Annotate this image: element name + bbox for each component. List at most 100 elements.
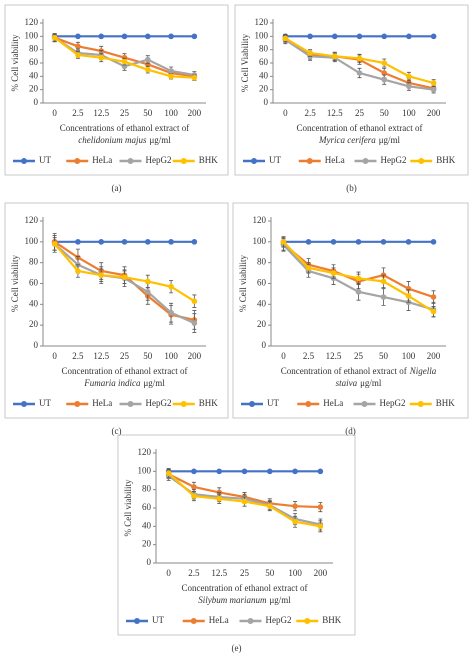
data-point (380, 278, 387, 285)
x-tick-label: 50 (379, 351, 389, 361)
x-axis-label: Concentration of ethanol extract of (297, 123, 423, 133)
data-point (98, 33, 105, 40)
x-axis-label-part: Silybum marianum (198, 595, 267, 605)
legend-marker (418, 158, 425, 164)
x-axis-label-part: Fumaria indica (83, 378, 141, 388)
x-axis-label-part: μg/ml (269, 595, 291, 605)
legend-marker (127, 158, 134, 164)
data-point (51, 241, 58, 247)
panel-frame (232, 202, 469, 419)
legend-label: UT (267, 398, 279, 408)
x-tick-label: 2.5 (72, 351, 84, 361)
x-tick-label: 200 (427, 108, 441, 118)
x-tick-label: 12.5 (93, 351, 109, 361)
y-tick-label: 120 (25, 215, 39, 225)
data-point (75, 268, 81, 274)
x-axis-label: Concentrations of ethanol extract of (60, 123, 189, 133)
data-point (266, 503, 273, 509)
data-point (144, 239, 151, 245)
legend-marker (362, 158, 369, 164)
data-point (405, 293, 412, 299)
legend-label: BHK (436, 155, 456, 165)
data-point (98, 239, 105, 245)
data-point (266, 468, 273, 475)
y-tick-label: 120 (25, 17, 39, 27)
y-tick-label: 80 (29, 257, 39, 267)
x-axis-label-part: Nigella (409, 366, 437, 376)
data-point (75, 33, 81, 40)
legend-marker (180, 158, 187, 164)
y-tick-label: 100 (255, 30, 269, 40)
y-tick-label: 60 (142, 502, 152, 512)
x-axis-label: chelidonium majus μg/ml (78, 135, 171, 145)
x-tick-label: 100 (164, 351, 178, 361)
data-point (168, 73, 174, 80)
x-tick-label: 2.5 (72, 108, 84, 118)
x-tick-label: 25 (355, 108, 365, 118)
legend-marker (306, 158, 313, 164)
data-point (168, 33, 174, 40)
panel-label: (e) (232, 643, 242, 653)
data-point (317, 523, 324, 530)
data-point (430, 239, 437, 245)
x-axis-label: Myrica cerifera μg/ml (318, 135, 401, 145)
y-tick-label: 60 (259, 57, 269, 67)
x-axis-label-part: μg/ml (149, 135, 171, 145)
x-tick-label: 200 (188, 351, 202, 361)
legend-label: HepG2 (146, 398, 172, 408)
legend-label: HepG2 (146, 155, 172, 165)
data-point (380, 294, 387, 300)
data-point (430, 33, 437, 40)
data-point (380, 239, 387, 245)
data-point (168, 239, 174, 245)
x-tick-label: 2.5 (188, 568, 200, 578)
data-point (191, 239, 198, 245)
legend-label: UT (269, 155, 281, 165)
y-tick-label: 120 (253, 215, 267, 225)
data-point (144, 289, 151, 295)
data-point (165, 470, 172, 476)
x-axis-label-part: μg/ml (379, 135, 401, 145)
data-point (430, 80, 437, 86)
y-tick-label: 40 (29, 298, 39, 308)
y-tick-label: 20 (257, 319, 267, 329)
x-axis-label: staiva μg/ml (336, 378, 382, 388)
data-point (317, 468, 324, 475)
data-point (191, 298, 198, 305)
x-tick-label: 12.5 (326, 351, 342, 361)
y-tick-label: 40 (29, 70, 39, 80)
x-tick-label: 0 (283, 108, 288, 118)
data-point (191, 493, 197, 499)
data-point (121, 239, 128, 245)
data-point (121, 274, 128, 281)
data-point (430, 86, 437, 93)
x-axis-label-part: Concentration of ethanol extract of (62, 366, 188, 376)
data-point (191, 484, 197, 490)
x-tick-label: 0 (281, 351, 286, 361)
legend-marker (249, 401, 255, 407)
panel-frame (117, 434, 356, 636)
legend-marker (21, 401, 27, 407)
data-point (121, 58, 128, 65)
data-point (292, 518, 298, 525)
x-tick-label: 2.5 (303, 351, 315, 361)
data-point (292, 503, 298, 509)
y-axis-label: % Cell viability (10, 34, 20, 91)
x-axis-label-part: Concentrations of ethanol extract of (60, 123, 189, 133)
data-point (241, 498, 248, 505)
y-tick-label: 20 (29, 84, 39, 94)
x-axis-label-part: Concentration of ethanol extract of (182, 583, 308, 593)
y-tick-label: 20 (142, 539, 152, 549)
x-tick-label: 25 (120, 351, 130, 361)
data-point (317, 504, 324, 510)
x-tick-label: 25 (120, 108, 130, 118)
data-point (292, 468, 298, 475)
x-axis-label-part: staiva (336, 378, 358, 388)
panel-label: (c) (112, 426, 122, 436)
x-tick-label: 25 (354, 351, 364, 361)
y-tick-label: 80 (259, 44, 269, 54)
legend-label: UT (152, 615, 164, 625)
y-tick-label: 120 (255, 17, 269, 27)
data-point (191, 468, 197, 475)
